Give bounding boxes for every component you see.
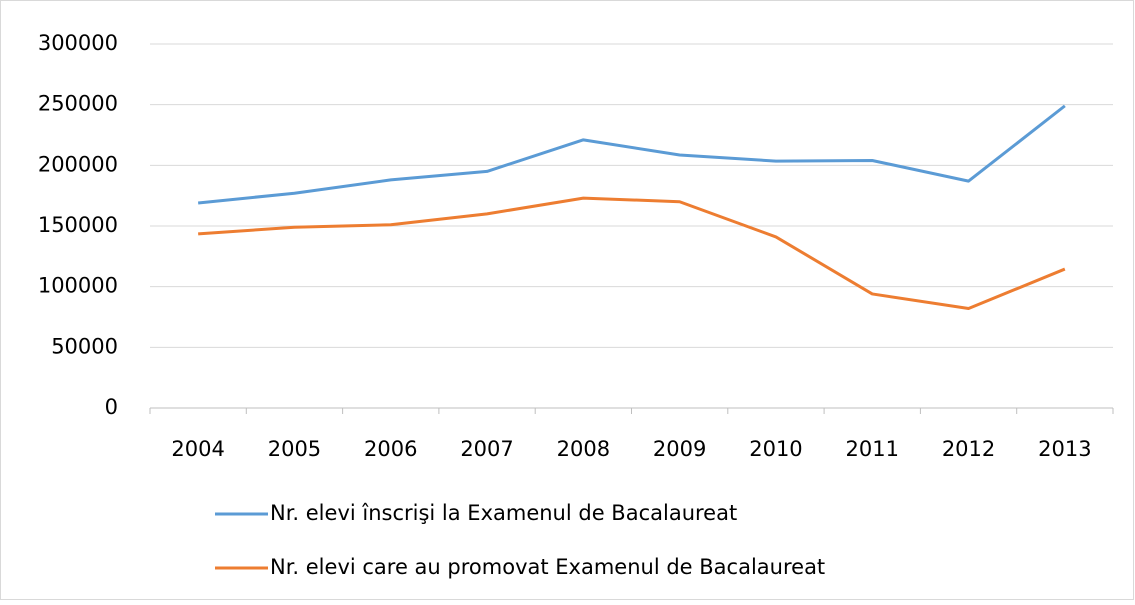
y-tick-label: 0 [105, 395, 118, 419]
legend-label: Nr. elevi care au promovat Examenul de B… [270, 555, 825, 579]
y-tick-label: 50000 [51, 334, 118, 358]
x-tick-label: 2012 [942, 437, 995, 461]
x-tick-label: 2009 [653, 437, 706, 461]
x-tick-label: 2010 [749, 437, 802, 461]
series-line [197, 104, 1066, 205]
x-tick-label: 2004 [171, 437, 224, 461]
x-tick-label: 2005 [268, 437, 321, 461]
y-tick-label: 300000 [38, 31, 118, 55]
y-tick-label: 100000 [38, 274, 118, 298]
y-tick-label: 200000 [38, 152, 118, 176]
y-tick-label: 250000 [38, 92, 118, 116]
legend-label: Nr. elevi înscrişi la Examenul de Bacala… [270, 501, 737, 525]
y-tick-label: 150000 [38, 213, 118, 237]
x-tick-label: 2011 [846, 437, 899, 461]
x-tick-label: 2013 [1038, 437, 1091, 461]
x-tick-label: 2007 [460, 437, 513, 461]
x-tick-label: 2008 [557, 437, 610, 461]
x-tick-label: 2006 [364, 437, 417, 461]
series-line [198, 196, 1066, 311]
